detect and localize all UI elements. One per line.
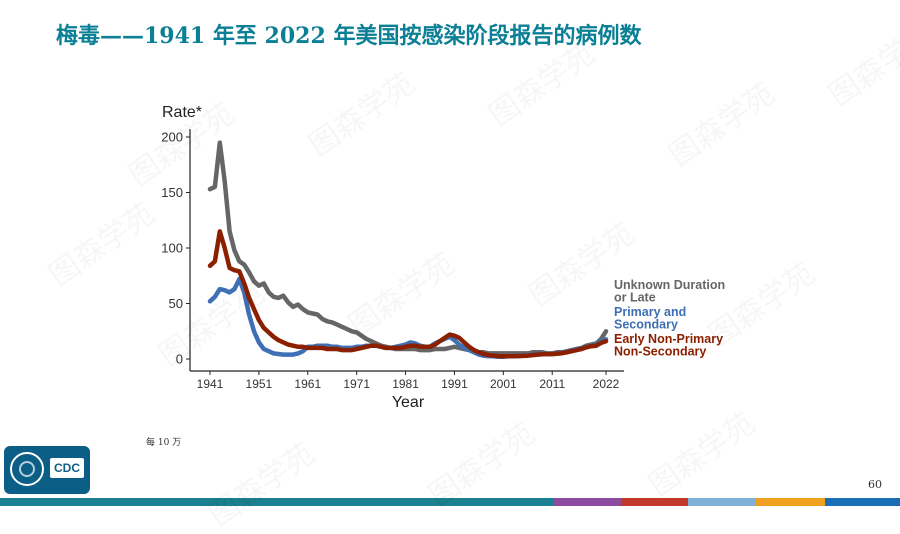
y-tick-label: 150 <box>161 185 183 200</box>
bottom-bar-segment <box>824 498 900 506</box>
x-tick-label: 1971 <box>343 377 370 391</box>
bottom-bar-segment <box>621 498 689 506</box>
bottom-bar-segment <box>755 498 825 506</box>
rate-footnote: 每 10 万 <box>146 438 182 448</box>
bottom-bar-segment <box>346 498 416 506</box>
y-axis-label: Rate* <box>162 104 202 121</box>
page-number: 60 <box>868 478 882 491</box>
hhs-seal-icon <box>10 452 44 486</box>
chart-axes: 0 50 100 150 200 1941 1951 1961 1971 1981 1991 2001… <box>161 104 624 411</box>
x-tick-label: 1951 <box>246 377 273 391</box>
bottom-bar-segment <box>207 498 277 506</box>
bottom-color-bar <box>0 498 900 506</box>
y-tick-label: 0 <box>176 352 183 367</box>
legend-label-0: or Late <box>614 291 656 305</box>
legend-label-0: Unknown Duration <box>614 278 725 292</box>
bottom-bar-segment <box>415 498 485 506</box>
legend-label-1: Primary and <box>614 305 686 319</box>
x-tick-label: 1981 <box>392 377 419 391</box>
x-tick-label: 1941 <box>197 377 224 391</box>
y-tick-label: 200 <box>161 130 183 145</box>
bottom-bar-segment <box>276 498 347 506</box>
bottom-bar-segment <box>69 498 139 506</box>
syphilis-rate-line-chart: 0 50 100 150 200 1941 1951 1961 1971 1981 1991 2001… <box>161 104 725 411</box>
y-tick-label: 50 <box>169 296 183 311</box>
bottom-bar-segment <box>553 498 622 506</box>
cdc-logo: CDC <box>4 446 90 494</box>
bottom-bar-segment <box>484 498 554 506</box>
legend-label-2: Non-Secondary <box>614 345 706 359</box>
x-tick-label: 2022 <box>593 377 620 391</box>
series-line-2 <box>207 229 609 359</box>
y-tick-label: 100 <box>161 241 183 256</box>
chart-series <box>207 140 609 359</box>
series-line-0 <box>207 140 609 356</box>
legend-label-1: Secondary <box>614 318 678 332</box>
bottom-bar-segment <box>688 498 756 506</box>
x-tick-label: 1991 <box>441 377 468 391</box>
bottom-bar-segment <box>138 498 208 506</box>
bottom-bar-segment <box>0 498 70 506</box>
x-tick-label: 1961 <box>294 377 321 391</box>
x-axis-label: Year <box>392 394 425 411</box>
slide-title: 梅毒——1941 年至 2022 年美国按感染阶段报告的病例数 <box>56 23 642 49</box>
x-tick-label: 2011 <box>539 377 565 391</box>
cdc-logo-text: CDC <box>50 458 84 478</box>
x-tick-label: 2001 <box>490 377 517 391</box>
legend-label-2: Early Non-Primary <box>614 332 723 346</box>
